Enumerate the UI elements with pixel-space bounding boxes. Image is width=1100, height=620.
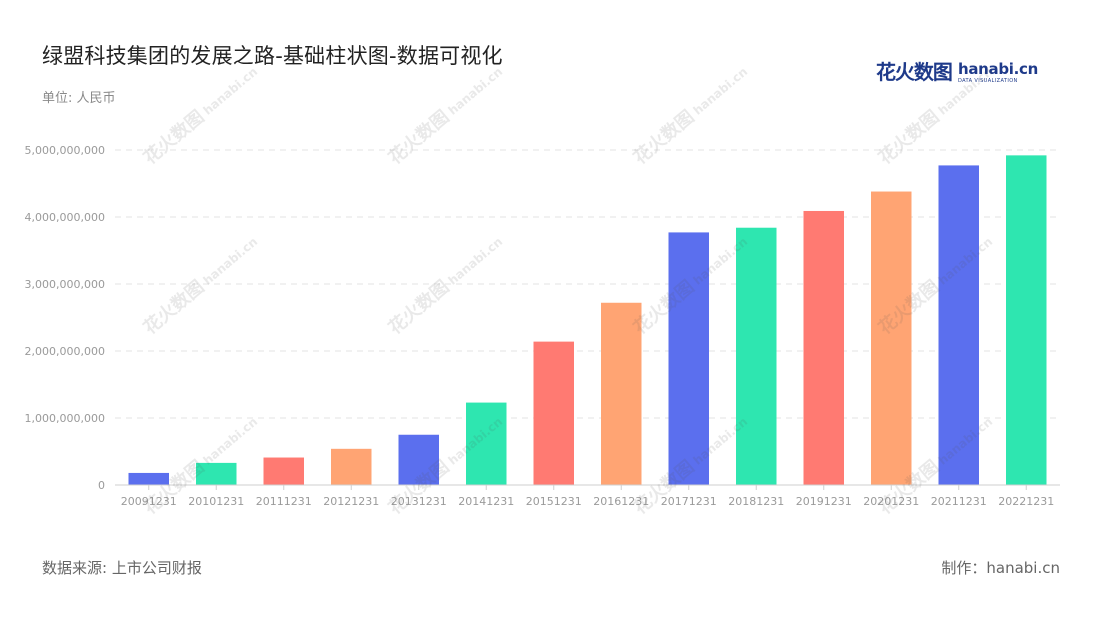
x-tick-label: 20191231 [796, 495, 852, 508]
watermark-cn-text: 花火数图 [139, 106, 208, 169]
y-tick-label: 3,000,000,000 [25, 278, 105, 291]
bar-20151231[interactable] [533, 341, 575, 485]
made-by-note: 制作：hanabi.cn [941, 559, 1060, 577]
y-tick-label: 5,000,000,000 [25, 144, 105, 157]
watermark-en-text: hanabi.cn [691, 64, 751, 117]
x-tick-label: 20151231 [526, 495, 582, 508]
bar-20141231[interactable] [466, 402, 507, 485]
x-tick-label: 20141231 [458, 495, 514, 508]
bar-20101231[interactable] [196, 462, 237, 485]
x-tick-label: 20201231 [863, 495, 919, 508]
logo-cn-text: 花火数图 [875, 60, 953, 84]
bar-20201231[interactable] [871, 191, 912, 486]
watermark-en-text: hanabi.cn [201, 234, 261, 287]
x-tick-label: 20171231 [661, 495, 717, 508]
x-tick-label: 20181231 [728, 495, 784, 508]
bar-20091231[interactable] [128, 472, 170, 485]
x-tick-label: 20091231 [121, 495, 177, 508]
logo-en-text: hanabi.cn [957, 60, 1038, 78]
x-tick-label: 20211231 [931, 495, 987, 508]
y-tick-label: 2,000,000,000 [25, 345, 105, 358]
y-tick-label: 1,000,000,000 [25, 412, 105, 425]
bar-20171231[interactable] [668, 232, 710, 485]
x-tick-label: 20111231 [256, 495, 312, 508]
x-tick-label: 20101231 [188, 495, 244, 508]
logo-subtitle: DATA VISUALIZATION [957, 78, 1018, 84]
unit-label: 单位: 人民币 [42, 91, 116, 106]
bar-20181231[interactable] [736, 227, 777, 485]
chart-title: 绿盟科技集团的发展之路-基础柱状图-数据可视化 [42, 44, 503, 68]
watermark-en-text: hanabi.cn [936, 64, 996, 117]
bar-20211231[interactable] [938, 165, 980, 485]
x-tick-label: 20131231 [391, 495, 447, 508]
watermark-cn-text: 花火数图 [384, 106, 453, 169]
data-source-note: 数据来源: 上市公司财报 [42, 559, 202, 577]
logo-en-block: hanabi.cn DATA VISUALIZATION [958, 62, 1038, 85]
x-tick-label: 20121231 [323, 495, 379, 508]
watermark-cn-text: 花火数图 [629, 106, 698, 169]
axis-layer: 0 1,000,000,000 2,000,000,000 3,000,000,000… [25, 144, 1060, 508]
bar-20131231[interactable] [398, 434, 440, 485]
watermark-en-text: hanabi.cn [201, 414, 261, 467]
y-tick-label: 0 [98, 479, 105, 492]
watermark-cn-text: 花火数图 [384, 276, 453, 339]
watermark-en-text: hanabi.cn [446, 64, 506, 117]
watermark-en-text: hanabi.cn [201, 64, 261, 117]
watermark-cn-text: 花火数图 [139, 276, 208, 339]
watermark-cn-text: 花火数图 [874, 106, 943, 169]
x-tick-label: 20161231 [593, 495, 649, 508]
watermark-en-text: hanabi.cn [446, 234, 506, 287]
watermark-cn-text: 花火数图 [139, 456, 208, 519]
bar-20161231[interactable] [601, 302, 642, 485]
bar-20221231[interactable] [1006, 155, 1047, 486]
y-tick-label: 4,000,000,000 [25, 211, 105, 224]
x-tick-label: 20221231 [998, 495, 1054, 508]
bar-layer [128, 155, 1047, 486]
bar-20191231[interactable] [803, 210, 845, 485]
bar-20111231[interactable] [263, 457, 305, 485]
brand-logo: 花火数图 hanabi.cn DATA VISUALIZATION [876, 56, 1038, 85]
bar-20121231[interactable] [331, 448, 372, 485]
grid-layer [115, 149, 1060, 419]
